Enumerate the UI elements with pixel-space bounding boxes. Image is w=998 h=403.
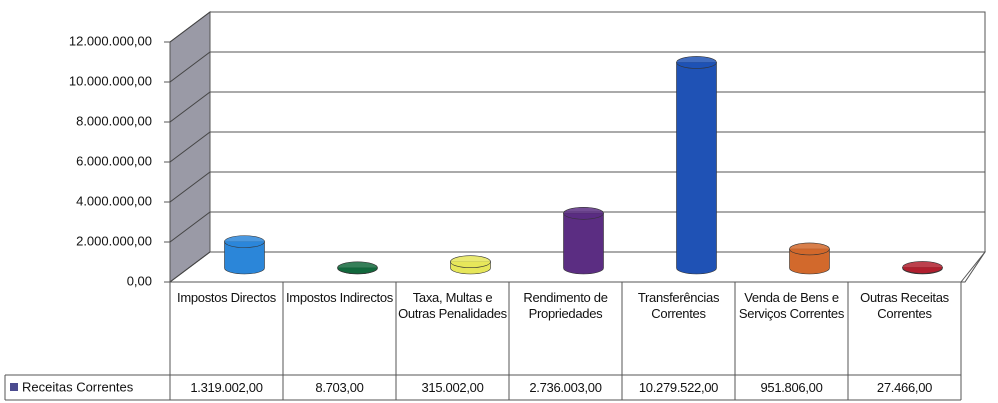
y-tick-label: 0,00 (127, 273, 152, 288)
category-label: Outras Receitas Correntes (860, 290, 949, 321)
grid-line-side (169, 251, 211, 283)
bar (224, 241, 265, 275)
value-label: 951.806,00 (760, 380, 823, 395)
bar (676, 62, 717, 275)
category-label: Impostos Directos (177, 290, 276, 305)
value-label: 2.736.003,00 (529, 380, 602, 395)
value-label: 10.279.522,00 (638, 380, 719, 395)
grid-line-side (169, 91, 211, 123)
value-label: 27.466,00 (876, 380, 933, 395)
bar-top (450, 255, 491, 268)
bar-top (789, 242, 830, 256)
grid-line-side (169, 171, 211, 203)
category-label: Rendimento de Propriedades (523, 290, 608, 321)
category-label: Impostos Indirectos (285, 290, 393, 305)
y-tick-label: 2.000.000,00 (76, 233, 152, 248)
grid-line-side (169, 131, 211, 163)
grid-line-side (169, 51, 211, 83)
y-tick-label: 4.000.000,00 (76, 193, 152, 208)
category-label: Transferências Correntes (637, 290, 720, 321)
bar-top (337, 261, 378, 275)
y-tick-label: 6.000.000,00 (76, 153, 152, 168)
legend-swatch (10, 383, 18, 391)
bar-top (563, 206, 604, 220)
y-tick-label: 8.000.000,00 (76, 113, 152, 128)
y-tick-label: 10.000.000,00 (69, 73, 152, 88)
grid-line-side (169, 211, 211, 243)
value-label: 315.002,00 (421, 380, 484, 395)
bar-top (902, 261, 943, 274)
bar-top (224, 235, 265, 248)
table-line (960, 251, 986, 283)
y-tick-label: 12.000.000,00 (69, 33, 152, 48)
value-label: 1.319.002,00 (190, 380, 263, 395)
value-label: 8.703,00 (315, 380, 364, 395)
bar (563, 212, 604, 275)
bar (789, 248, 830, 275)
bar-top (676, 56, 717, 69)
category-label: Venda de Bens e Serviços Correntes (738, 290, 845, 321)
category-label: Taxa, Multas e Outras Penalidades (398, 290, 507, 321)
grid-line-side (169, 11, 211, 43)
legend-label: Receitas Correntes (22, 379, 134, 394)
